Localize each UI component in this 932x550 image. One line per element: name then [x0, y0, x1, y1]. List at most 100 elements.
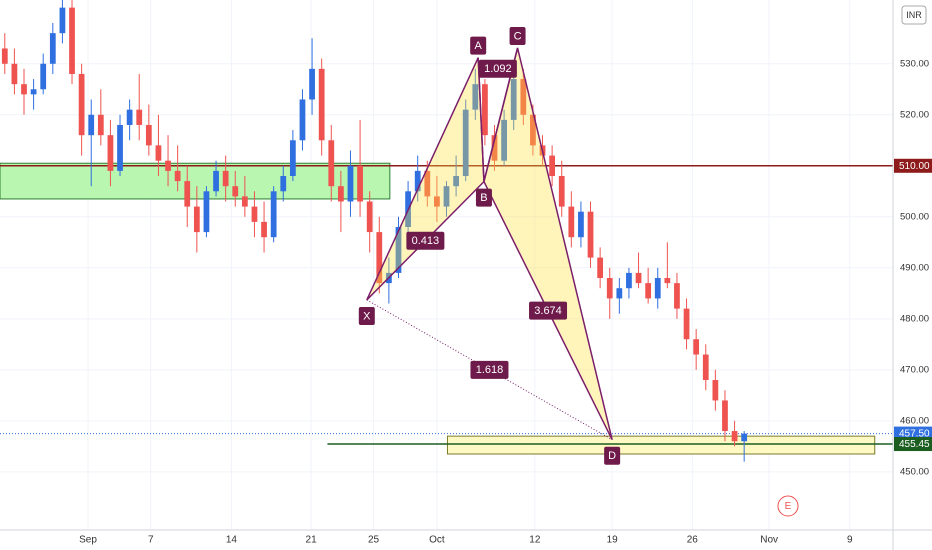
candle-body: [530, 114, 536, 146]
candle-body: [232, 186, 239, 197]
x-tick-label: 26: [687, 535, 699, 546]
candle-body: [40, 63, 47, 90]
candle-body: [78, 73, 85, 136]
candle-body: [49, 33, 56, 64]
candle-body: [434, 196, 440, 207]
candle-body: [520, 79, 527, 115]
ratio-box: [478, 59, 517, 78]
candle-body: [126, 109, 133, 125]
y-tick-label: 490.00: [900, 262, 929, 273]
y-tick-label: 480.00: [900, 313, 929, 324]
candle-body: [549, 155, 556, 176]
point-box: [470, 36, 487, 55]
candle-body: [568, 206, 575, 238]
candle-body: [107, 135, 114, 171]
currency: INR: [906, 10, 922, 20]
candle-body: [21, 84, 27, 95]
candle-body: [578, 211, 584, 238]
earnings-circle[interactable]: [777, 495, 799, 517]
candle-body: [145, 124, 152, 146]
x-tick-label: 9: [847, 535, 853, 546]
pattern: 0.413 1.092 3.674 1.618 X A B C D: [358, 26, 621, 465]
y-tick-label: 470.00: [900, 364, 929, 375]
candle-body: [165, 160, 171, 171]
point-box: [604, 446, 621, 465]
y-tick-label: 460.00: [900, 415, 929, 426]
candle-body: [606, 278, 613, 299]
candle-body: [280, 175, 287, 192]
candle-body: [11, 63, 18, 85]
x-tick-label: Sep: [79, 535, 97, 546]
x-tick-label: Nov: [760, 535, 778, 546]
candle-body: [501, 119, 507, 161]
candle-body: [270, 191, 277, 238]
point-label: D: [608, 450, 616, 462]
price-chip-label: 455.45: [899, 439, 930, 450]
x-tick-label: 25: [368, 535, 380, 546]
y-tick-label: 450.00: [900, 466, 929, 477]
candle-body: [626, 272, 632, 289]
x-tick-label: 21: [306, 535, 318, 546]
candle-body: [414, 170, 421, 192]
candle-body: [645, 283, 652, 299]
candle-body: [587, 211, 594, 258]
currency-box[interactable]: [901, 5, 927, 25]
candle-body: [683, 308, 690, 340]
candle-body: [376, 232, 383, 284]
x-tick-label: 14: [226, 535, 238, 546]
candle-body: [155, 145, 162, 161]
candle-body: [674, 283, 680, 309]
earnings-marker: E: [785, 501, 792, 512]
point-box: [475, 188, 492, 207]
candle-body: [117, 124, 123, 171]
ratio-box: [406, 231, 445, 250]
candle-body: [424, 170, 431, 197]
candle-body: [510, 79, 517, 120]
candle-body: [174, 170, 181, 182]
candle-body: [328, 140, 335, 187]
candle-body: [616, 288, 623, 299]
candle-body: [453, 175, 459, 187]
candle-body: [184, 181, 191, 207]
candle-body: [299, 99, 306, 141]
candle-body: [482, 84, 488, 136]
candle-body: [69, 7, 75, 74]
point-box: [509, 26, 526, 45]
candle-body: [664, 278, 671, 284]
candle-body: [654, 278, 661, 299]
zone: [0, 162, 391, 200]
candle-body: [88, 114, 95, 136]
candle-body: [472, 84, 479, 110]
candle-body: [337, 186, 344, 202]
candle-body: [251, 206, 258, 222]
candle-body: [491, 135, 498, 161]
ratio-box: [470, 360, 509, 379]
candle-body: [222, 170, 229, 187]
candle-body: [597, 257, 604, 279]
candle-body: [366, 201, 373, 233]
candle-body: [241, 196, 248, 207]
point-box: [358, 306, 375, 325]
candle-body: [558, 175, 565, 207]
y-tick-label: 520.00: [900, 109, 929, 120]
candle-body: [731, 431, 738, 442]
abc-line: [477, 47, 519, 182]
candle-body: [1, 48, 8, 64]
candle-body: [712, 380, 719, 401]
y-tick-label: 500.00: [900, 211, 929, 222]
candle-body: [318, 68, 325, 141]
ratio-box: [529, 301, 568, 320]
price-chip-label: 510.00: [899, 161, 930, 172]
price-chip-label: 457.50: [899, 429, 930, 440]
axes: 450.00 460.00 470.00 480.00 490.00 500.00 510.…: [79, 58, 932, 546]
x-tick-label: 19: [607, 535, 619, 546]
price-chip: [894, 437, 932, 452]
ratio-label: 3.674: [534, 305, 562, 317]
candle-body: [30, 89, 37, 95]
x-tick-label: 12: [529, 535, 541, 546]
price-chip: [894, 158, 932, 173]
candle-body: [702, 354, 709, 381]
candle-body: [136, 109, 143, 125]
